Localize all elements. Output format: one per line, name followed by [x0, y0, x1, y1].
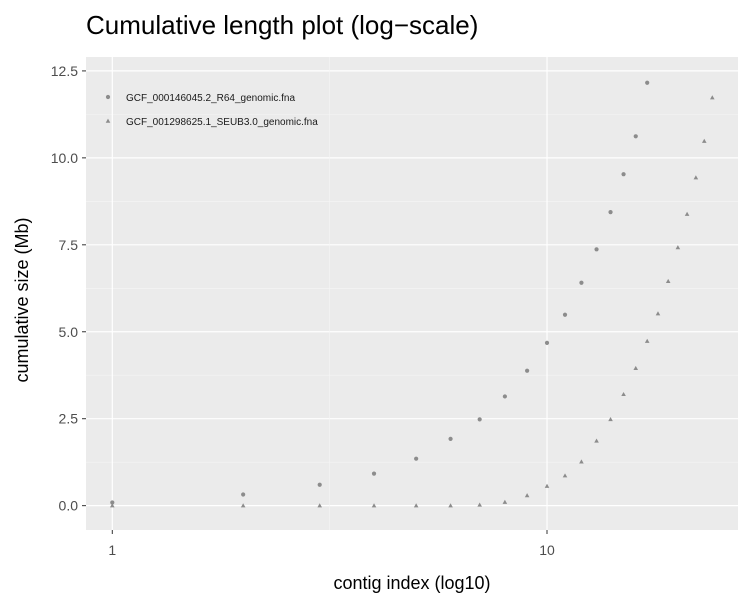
data-point-triangle	[240, 503, 246, 508]
legend-marker-triangle	[105, 118, 111, 123]
data-point-triangle	[502, 499, 508, 504]
data-point-triangle	[562, 473, 568, 478]
data-point-triangle	[371, 503, 377, 508]
data-point-triangle	[413, 503, 419, 508]
data-point-circle	[645, 80, 650, 85]
data-point-circle	[502, 394, 507, 399]
data-point-triangle	[665, 278, 671, 284]
data-point-circle	[525, 368, 530, 373]
grid-layer	[86, 57, 738, 530]
data-point-circle	[633, 134, 638, 139]
y-axis-label: cumulative size (Mb)	[12, 217, 32, 382]
chart-title: Cumulative length plot (log−scale)	[86, 10, 478, 40]
data-point-triangle	[675, 245, 681, 250]
data-point-circle	[594, 247, 599, 252]
data-point-triangle	[701, 138, 707, 143]
data-point-triangle	[477, 502, 482, 507]
y-tick-label: 5.0	[59, 324, 79, 340]
legend-marker-circle	[105, 94, 111, 100]
data-point-circle	[477, 417, 482, 422]
plot-panel	[86, 57, 738, 530]
y-tick-label: 12.5	[51, 63, 78, 79]
y-tick-label: 10.0	[51, 150, 78, 166]
data-point-triangle	[693, 175, 699, 180]
data-point-circle	[241, 492, 246, 497]
legend: GCF_000146045.2_R64_genomic.fna GCF_00129…	[105, 93, 318, 128]
data-point-circle	[448, 436, 453, 441]
data-point-triangle	[448, 503, 453, 508]
points-layer	[109, 80, 715, 508]
data-point-triangle	[579, 459, 584, 464]
data-point-triangle	[317, 503, 323, 508]
data-point-circle	[544, 340, 550, 345]
data-point-circle	[621, 172, 626, 177]
x-tick-label: 10	[539, 542, 555, 558]
data-point-triangle	[109, 503, 115, 508]
data-point-circle	[608, 210, 613, 215]
data-point-circle	[562, 312, 568, 317]
data-point-triangle	[684, 211, 690, 216]
data-point-circle	[414, 456, 419, 461]
data-point-triangle	[524, 493, 530, 498]
data-point-triangle	[608, 416, 613, 422]
data-point-triangle	[633, 365, 639, 370]
data-point-triangle	[710, 95, 715, 100]
legend-label: GCF_001298625.1_SEUB3.0_genomic.fna	[126, 117, 318, 128]
data-point-triangle	[544, 483, 550, 488]
x-tick-label: 1	[108, 542, 116, 558]
y-tick-label: 0.0	[59, 498, 79, 514]
axis-layer: 0.0 2.5 5.0 7.5 10.0 12.5 1 10	[51, 63, 555, 558]
data-point-triangle	[644, 338, 650, 343]
data-point-triangle	[655, 311, 661, 316]
data-point-triangle	[594, 438, 599, 443]
y-tick-label: 7.5	[59, 237, 79, 253]
data-point-circle	[371, 471, 377, 476]
data-point-triangle	[621, 391, 626, 397]
data-point-circle	[317, 482, 322, 487]
data-point-circle	[579, 280, 584, 285]
legend-label: GCF_000146045.2_R64_genomic.fna	[126, 93, 295, 104]
data-point-circle	[110, 500, 115, 505]
x-axis-label: contig index (log10)	[333, 573, 490, 593]
y-tick-label: 2.5	[59, 411, 79, 427]
